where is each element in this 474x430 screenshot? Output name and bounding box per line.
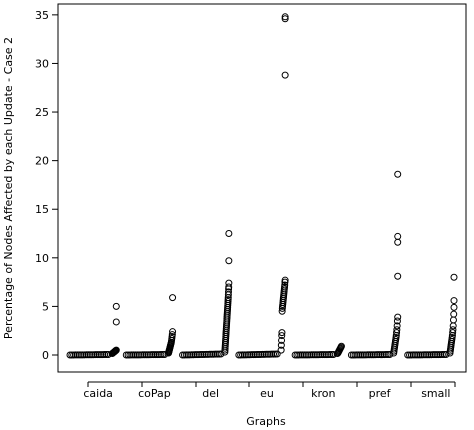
point-small-tail-11 bbox=[449, 326, 457, 334]
y-tick-label-4: 20 bbox=[35, 155, 49, 168]
data-points bbox=[66, 13, 458, 359]
y-tick-label-5: 25 bbox=[35, 106, 49, 119]
point-del-base-21 bbox=[217, 350, 225, 358]
point-coPap-outlier-0 bbox=[169, 294, 177, 302]
point-eu-tail-0 bbox=[277, 346, 285, 354]
y-axis: 0 5 10 15 20 25 30 35 bbox=[35, 9, 58, 362]
point-pref-tail-14 bbox=[394, 313, 402, 321]
point-small-tail-12 bbox=[449, 322, 457, 330]
point-eu-tail-5 bbox=[278, 307, 286, 315]
point-coPap-tail-16 bbox=[169, 328, 177, 336]
y-tick-label-1: 5 bbox=[42, 300, 49, 313]
point-caida-outlier-1 bbox=[112, 302, 120, 310]
x-tick-label-eu: eu bbox=[260, 387, 274, 400]
point-pref-tail-13 bbox=[393, 317, 401, 325]
point-small-tail-14 bbox=[450, 310, 458, 318]
y-tick-label-3: 15 bbox=[35, 203, 49, 216]
point-pref-outlier-3 bbox=[394, 170, 402, 178]
x-tick-label-coPap: coPap bbox=[138, 387, 171, 400]
point-pref-outlier-0 bbox=[394, 272, 402, 280]
point-del-outlier-1 bbox=[225, 230, 233, 238]
point-eu-base-21 bbox=[273, 350, 281, 358]
point-eu-outlier-1 bbox=[281, 15, 289, 23]
y-tick-label-0: 0 bbox=[42, 349, 49, 362]
x-tick-label-kron: kron bbox=[311, 387, 335, 400]
y-axis-label: Percentage of Nodes Affected by each Upd… bbox=[2, 37, 15, 339]
x-axis-label: Graphs bbox=[246, 415, 286, 428]
point-small-tail-13 bbox=[449, 316, 457, 324]
point-del-tail-32 bbox=[225, 283, 233, 291]
plot-area bbox=[57, 3, 467, 373]
x-tick-label-caida: caida bbox=[83, 387, 113, 400]
point-caida-outlier-0 bbox=[112, 318, 120, 326]
point-pref-outlier-2 bbox=[394, 232, 402, 240]
point-small-base-21 bbox=[442, 351, 450, 359]
point-pref-tail-12 bbox=[393, 322, 401, 330]
x-tick-label-small: small bbox=[421, 387, 450, 400]
point-small-tail-10 bbox=[449, 329, 457, 337]
point-small-outlier-0 bbox=[450, 297, 458, 305]
point-eu-tail-4 bbox=[278, 329, 286, 337]
point-eu-outlier-2 bbox=[281, 13, 289, 21]
point-eu-tail-3 bbox=[278, 332, 286, 340]
point-small-outlier-1 bbox=[450, 273, 458, 281]
y-tick-label-7: 35 bbox=[35, 9, 49, 22]
x-tick-label-pref: pref bbox=[369, 387, 392, 400]
point-pref-base-21 bbox=[386, 351, 394, 359]
y-tick-label-2: 10 bbox=[35, 252, 49, 265]
point-del-outlier-0 bbox=[225, 257, 233, 265]
point-pref-outlier-1 bbox=[394, 238, 402, 246]
point-eu-outlier-0 bbox=[281, 71, 289, 79]
point-pref-tail-10 bbox=[393, 329, 401, 337]
point-small-tail-15 bbox=[450, 303, 458, 311]
point-coPap-tail-15 bbox=[168, 331, 176, 339]
y-tick-label-6: 30 bbox=[35, 57, 49, 70]
point-eu-tail-1 bbox=[277, 341, 285, 349]
x-tick-label-del: del bbox=[202, 387, 219, 400]
point-pref-tail-11 bbox=[393, 326, 401, 334]
point-del-tail-30 bbox=[224, 288, 232, 296]
point-caida-tail-7 bbox=[112, 346, 120, 354]
point-eu-tail-20 bbox=[281, 276, 289, 284]
x-axis: caida coPap del eu kron pref small bbox=[83, 381, 456, 400]
plot-frame bbox=[57, 3, 467, 373]
point-eu-tail-18 bbox=[281, 281, 289, 289]
point-del-tail-33 bbox=[225, 279, 233, 287]
point-kron-tail-8 bbox=[337, 342, 345, 350]
point-eu-tail-2 bbox=[278, 336, 286, 344]
